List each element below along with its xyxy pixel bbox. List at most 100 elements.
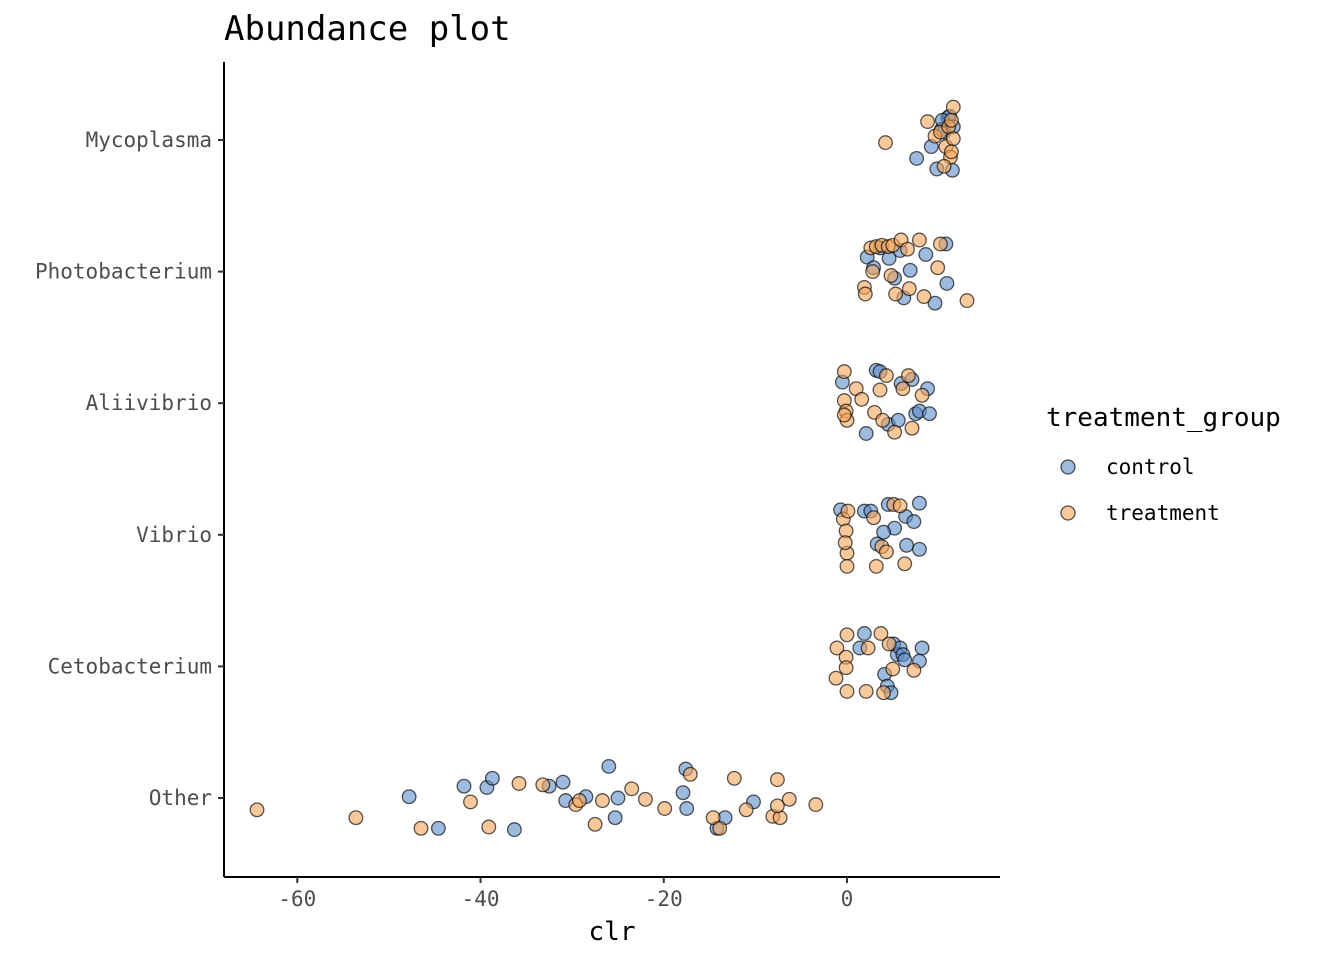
data-point-control [911, 541, 927, 557]
data-point-control [939, 275, 955, 291]
data-point-treatment [587, 816, 603, 832]
data-point-treatment [901, 281, 917, 297]
data-point-control [897, 652, 913, 668]
y-tick-label: Cetobacterium [48, 654, 212, 678]
data-point-treatment [932, 236, 948, 252]
data-point-treatment [463, 794, 478, 810]
data-point-treatment [840, 503, 856, 519]
data-point-treatment [838, 660, 854, 676]
data-point-control [555, 774, 571, 790]
data-point-treatment [911, 232, 927, 248]
legend-label-control: control [1106, 455, 1195, 479]
series-control [401, 108, 961, 838]
data-point-treatment [657, 801, 673, 816]
data-point-treatment [900, 241, 915, 257]
legend-label-treatment: treatment [1106, 501, 1220, 525]
data-point-control [911, 495, 927, 511]
data-point-treatment [854, 391, 870, 407]
data-point-treatment [769, 798, 785, 814]
data-point-treatment [897, 556, 913, 572]
data-point-treatment [535, 777, 551, 793]
data-point-treatment [900, 368, 916, 384]
data-point-treatment [885, 661, 901, 677]
data-point-treatment [624, 781, 640, 797]
data-point-treatment [943, 112, 959, 128]
data-point-treatment [878, 544, 894, 560]
data-point-treatment [916, 289, 932, 305]
data-point-treatment [808, 797, 824, 813]
data-point-treatment [895, 381, 911, 397]
x-axis-ticks: -60 -40 -20 0 [278, 877, 853, 911]
data-point-control [927, 295, 943, 311]
data-point-treatment [920, 114, 936, 130]
data-point-control [610, 790, 626, 806]
legend-title: treatment_group [1046, 403, 1281, 433]
data-point-control [601, 758, 617, 774]
data-point-treatment [945, 99, 961, 115]
data-point-control [876, 524, 892, 540]
data-point-control [456, 778, 472, 794]
legend-marker-treatment [1060, 505, 1076, 521]
data-point-treatment [839, 627, 855, 643]
data-point-treatment [887, 424, 903, 440]
data-point-control [914, 640, 930, 656]
data-point-treatment [572, 793, 587, 809]
y-tick-label: Other [149, 786, 212, 810]
data-point-control [922, 406, 937, 422]
data-point-treatment [705, 810, 721, 826]
x-tick-label: -60 [278, 887, 316, 911]
data-point-treatment [413, 820, 429, 836]
data-point-treatment [781, 791, 797, 807]
data-point-treatment [866, 510, 882, 526]
legend: treatment_group control treatment [1046, 403, 1281, 525]
data-point-treatment [857, 286, 873, 302]
data-point-treatment [959, 293, 975, 309]
data-point-treatment [892, 498, 908, 514]
data-point-treatment [828, 670, 844, 686]
data-point-treatment [888, 286, 904, 302]
data-point-treatment [875, 412, 891, 428]
data-point-control [484, 770, 500, 786]
data-point-treatment [481, 819, 497, 835]
x-tick-label: -20 [645, 887, 683, 911]
data-point-treatment [865, 264, 881, 280]
data-point-control [909, 150, 925, 166]
data-point-treatment [511, 776, 527, 791]
data-point-control [675, 785, 691, 801]
y-tick-label: Aliivibrio [86, 391, 212, 415]
data-point-control [858, 426, 874, 441]
data-point-treatment [839, 683, 855, 699]
data-point-treatment [682, 766, 698, 782]
data-point-treatment [738, 802, 754, 818]
data-point-control [899, 537, 915, 553]
legend-marker-control [1060, 459, 1076, 475]
x-tick-label: -40 [462, 887, 500, 911]
data-point-treatment [837, 535, 853, 551]
data-point-control [430, 820, 446, 836]
data-point-treatment [829, 640, 845, 656]
data-point-treatment [881, 636, 897, 652]
data-point-treatment [906, 662, 922, 678]
data-point-treatment [839, 558, 855, 574]
points-layer [249, 99, 975, 838]
data-point-treatment [878, 368, 894, 384]
data-point-treatment [883, 268, 899, 283]
data-point-treatment [726, 770, 742, 786]
y-axis-ticks: Mycoplasma Photobacterium Aliivibrio Vibrio… [35, 128, 224, 810]
data-point-control [856, 626, 872, 641]
data-point-treatment [914, 387, 930, 403]
data-point-control [679, 801, 695, 816]
data-point-treatment [249, 802, 265, 818]
data-point-treatment [860, 640, 876, 656]
data-point-treatment [858, 683, 874, 699]
data-point-treatment [943, 144, 959, 160]
series-treatment [249, 99, 975, 836]
data-point-treatment [930, 260, 946, 276]
data-point-control [401, 789, 417, 805]
data-point-treatment [878, 135, 893, 151]
y-tick-label: Photobacterium [35, 260, 212, 284]
data-point-treatment [876, 685, 892, 701]
data-point-treatment [769, 772, 785, 788]
